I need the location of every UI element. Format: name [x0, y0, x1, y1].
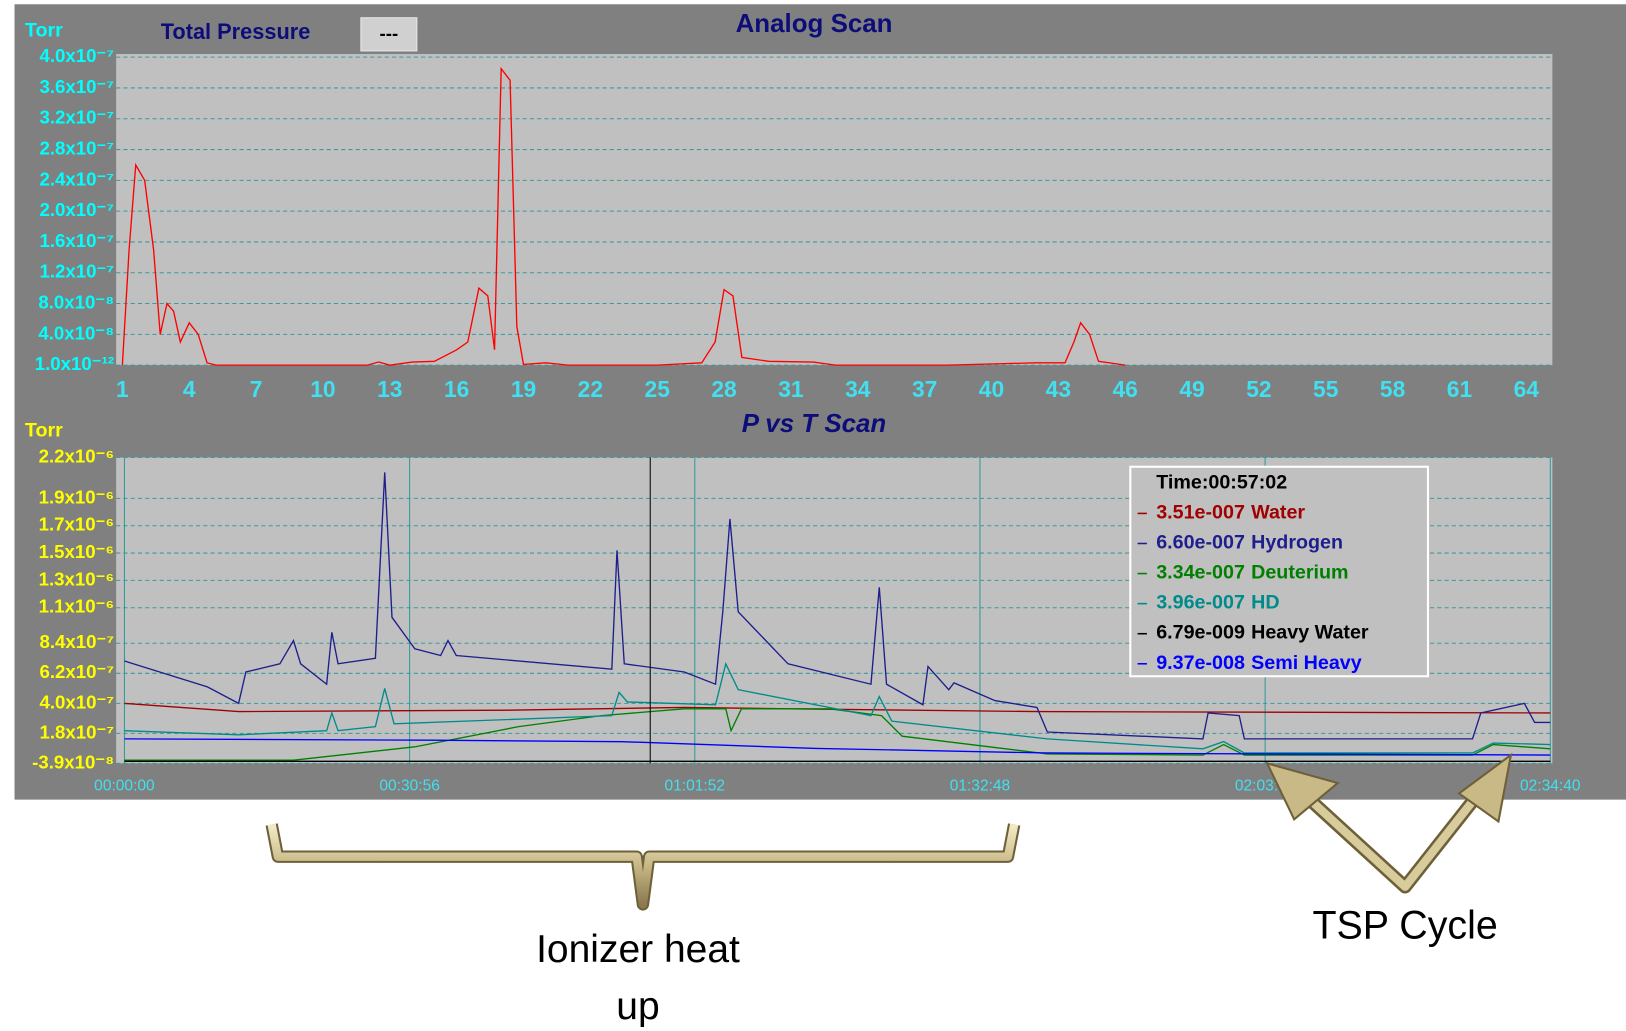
y-tick-label: 2.2x10⁻⁶ [39, 445, 115, 466]
y-tick-label: 1.5x10⁻⁶ [39, 541, 115, 562]
x-tick-label: 40 [979, 376, 1004, 402]
y-tick-label: 1.7x10⁻⁶ [39, 514, 115, 535]
series-line [124, 661, 1551, 754]
plot-area [116, 54, 1553, 366]
y-tick-label: 1.8x10⁻⁷ [39, 721, 114, 742]
y-tick-label: 8.4x10⁻⁷ [39, 631, 114, 652]
ionizer-bracket [265, 823, 1021, 911]
legend-readout: 3.51e-007 [1156, 502, 1245, 524]
x-tick-label: 22 [578, 376, 603, 402]
y-tick-label: 1.6x10⁻⁷ [39, 230, 114, 251]
legend-readout: 6.60e-007 [1156, 532, 1245, 554]
legend-name: Heavy Water [1251, 622, 1369, 644]
x-tick-label: 19 [511, 376, 536, 402]
y-tick-label: 8.0x10⁻⁸ [38, 291, 114, 312]
x-tick-label: 37 [912, 376, 937, 402]
x-tick-label: 49 [1179, 376, 1204, 402]
legend-name: Semi Heavy [1251, 652, 1362, 674]
x-tick-label: 1 [116, 376, 129, 402]
total-pressure-value: --- [380, 22, 399, 43]
data-line [121, 66, 1126, 366]
series-line [124, 702, 1551, 714]
y-tick-label: 1.3x10⁻⁶ [39, 568, 115, 589]
x-tick-label: 01:32:48 [950, 777, 1011, 794]
series-line [124, 738, 1551, 756]
x-tick-label: 4 [183, 376, 196, 402]
total-pressure-label: Total Pressure [161, 19, 311, 44]
legend-entry: 3.51e-007 Water [1156, 502, 1305, 524]
y-tick-label: 2.0x10⁻⁷ [39, 199, 114, 220]
legend-readout: 9.37e-008 [1156, 652, 1245, 674]
legend-entry: 3.96e-007 HD [1156, 592, 1279, 614]
y-tick-label: 4.0x10⁻⁷ [39, 45, 114, 66]
y-tick-label: 1.2x10⁻⁷ [39, 261, 114, 282]
x-tick-label: 10 [310, 376, 335, 402]
x-tick-label: 55 [1313, 376, 1339, 402]
x-tick-label: 13 [377, 376, 402, 402]
legend-readout: 3.96e-007 [1156, 592, 1245, 614]
legend-name: Deuterium [1251, 562, 1348, 584]
y-tick-label: 1.1x10⁻⁶ [39, 596, 115, 617]
x-tick-label: 01:01:52 [665, 777, 726, 794]
legend-time: Time:00:57:02 [1156, 472, 1287, 494]
legend-name: HD [1251, 592, 1279, 614]
y-tick-label: 1.9x10⁻⁶ [39, 486, 115, 507]
y-tick-label: -3.9x10⁻⁸ [32, 751, 114, 772]
x-tick-label: 25 [645, 376, 671, 402]
y-tick-label: 4.0x10⁻⁷ [39, 691, 114, 712]
x-tick-label: 02:34:40 [1520, 777, 1581, 794]
tsp-label: TSP Cycle [1312, 904, 1497, 948]
x-tick-label: 31 [778, 376, 804, 402]
x-tick-label: 43 [1046, 376, 1071, 402]
chart-title: P vs T Scan [742, 410, 886, 438]
y-tick-label: 1.0x10⁻¹² [35, 353, 114, 374]
series-line [124, 472, 1551, 740]
y-tick-label: 6.2x10⁻⁷ [39, 661, 114, 682]
legend-readout: 6.79e-009 [1156, 622, 1245, 644]
y-tick-label: 3.6x10⁻⁷ [39, 76, 114, 97]
y-tick-label: 4.0x10⁻⁸ [38, 322, 114, 343]
y-tick-label: 2.8x10⁻⁷ [39, 137, 114, 158]
x-tick-label: 52 [1246, 376, 1271, 402]
x-tick-label: 7 [250, 376, 263, 402]
legend-name: Water [1251, 502, 1305, 524]
y-axis-label: Torr [25, 19, 63, 41]
charts: Total Pressure --- Analog Scan Torr 1.0x10… [25, 10, 1581, 794]
total-pressure-box [360, 17, 418, 52]
x-tick-label: 58 [1380, 376, 1405, 402]
legend-entry: 6.60e-007 Hydrogen [1156, 532, 1343, 554]
y-tick-label: 3.2x10⁻⁷ [39, 107, 114, 128]
y-tick-label: 2.4x10⁻⁷ [39, 168, 114, 189]
y-axis-label: Torr [25, 420, 63, 442]
x-tick-label: 00:30:56 [379, 777, 440, 794]
x-tick-label: 34 [845, 376, 871, 402]
x-tick-label: 61 [1447, 376, 1473, 402]
x-tick-label: 00:00:00 [94, 777, 155, 794]
legend-entry: 9.37e-008 Semi Heavy [1156, 652, 1361, 674]
legend-box [1129, 465, 1429, 678]
legend-name: Hydrogen [1251, 532, 1343, 554]
x-tick-label: 28 [711, 376, 736, 402]
ionizer-label: Ionizer heat up [536, 928, 740, 1028]
x-tick-label: 64 [1514, 376, 1540, 402]
legend-entry: 6.79e-009 Heavy Water [1156, 622, 1369, 644]
legend-entry: 3.34e-007 Deuterium [1156, 562, 1348, 584]
tsp-arrows [1265, 752, 1513, 894]
x-tick-label: 46 [1113, 376, 1138, 402]
chart-title: Analog Scan [736, 10, 893, 38]
series-line [124, 708, 1551, 761]
x-tick-label: 16 [444, 376, 469, 402]
legend-readout: 3.34e-007 [1156, 562, 1245, 584]
